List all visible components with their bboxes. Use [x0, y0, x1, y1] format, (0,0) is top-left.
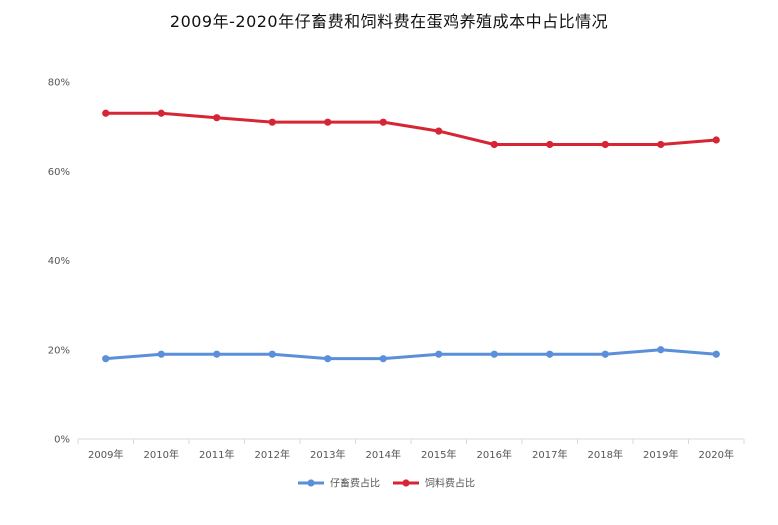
- data-point: [324, 118, 332, 126]
- data-point: [490, 140, 498, 149]
- x-tick-label: 2020年: [699, 448, 734, 461]
- y-tick-label: 20%: [48, 345, 70, 356]
- data-point: [324, 355, 332, 363]
- data-point: [379, 355, 387, 363]
- x-tick-label: 2009年: [88, 448, 123, 461]
- x-tick-label: 2019年: [643, 448, 678, 461]
- data-point: [102, 109, 110, 117]
- legend-label: 饲料费占比: [425, 477, 475, 490]
- data-point: [601, 140, 609, 149]
- x-tick-label: 2011年: [199, 448, 234, 461]
- legend-label: 仔畜费占比: [330, 477, 380, 490]
- series-2: [102, 109, 720, 149]
- chart-title: 2009年-2020年仔畜费和饲料费在蛋鸡养殖成本中占比情况: [169, 12, 609, 31]
- y-tick-label: 80%: [48, 78, 70, 89]
- x-tick-label: 2014年: [366, 448, 401, 461]
- data-point: [490, 350, 498, 358]
- data-point: [546, 140, 554, 149]
- data-point: [379, 118, 387, 126]
- x-tick-label: 2015年: [421, 448, 456, 461]
- data-point: [601, 350, 609, 358]
- series-line: [104, 348, 718, 361]
- data-point: [546, 350, 554, 358]
- legend-item-1: 仔畜费占比: [298, 477, 380, 490]
- series-line: [104, 111, 718, 146]
- y-tick-label: 0%: [54, 435, 70, 446]
- series-layer: [102, 109, 720, 363]
- data-point: [435, 127, 443, 135]
- data-point: [213, 114, 221, 122]
- legend-dot-marker: [402, 479, 410, 487]
- data-point: [712, 350, 720, 358]
- data-point: [657, 346, 665, 354]
- data-point: [213, 350, 221, 358]
- x-tick-label: 2013年: [310, 448, 345, 461]
- data-point: [157, 109, 165, 117]
- data-point: [268, 350, 276, 358]
- legend-dot-marker: [307, 479, 315, 487]
- x-tick-label: 2012年: [255, 448, 290, 461]
- x-tick-label: 2010年: [144, 448, 179, 461]
- data-point: [712, 136, 720, 144]
- y-tick-label: 40%: [48, 256, 70, 267]
- data-point: [657, 140, 665, 149]
- x-tick-label: 2017年: [532, 448, 567, 461]
- data-point: [435, 350, 443, 358]
- x-tick-label: 2016年: [477, 448, 512, 461]
- axes: 2009年 2010年 2011年 2012年 2013年 2014年 2015年 2016年…: [48, 78, 745, 461]
- y-tick-label: 60%: [48, 167, 70, 178]
- legend-item-2: 饲料费占比: [393, 477, 475, 490]
- legend: 仔畜费占比 饲料费占比: [298, 477, 475, 490]
- data-point: [102, 355, 110, 363]
- series-1: [102, 346, 720, 363]
- data-point: [157, 350, 165, 358]
- data-point: [268, 118, 276, 126]
- x-tick-label: 2018年: [588, 448, 623, 461]
